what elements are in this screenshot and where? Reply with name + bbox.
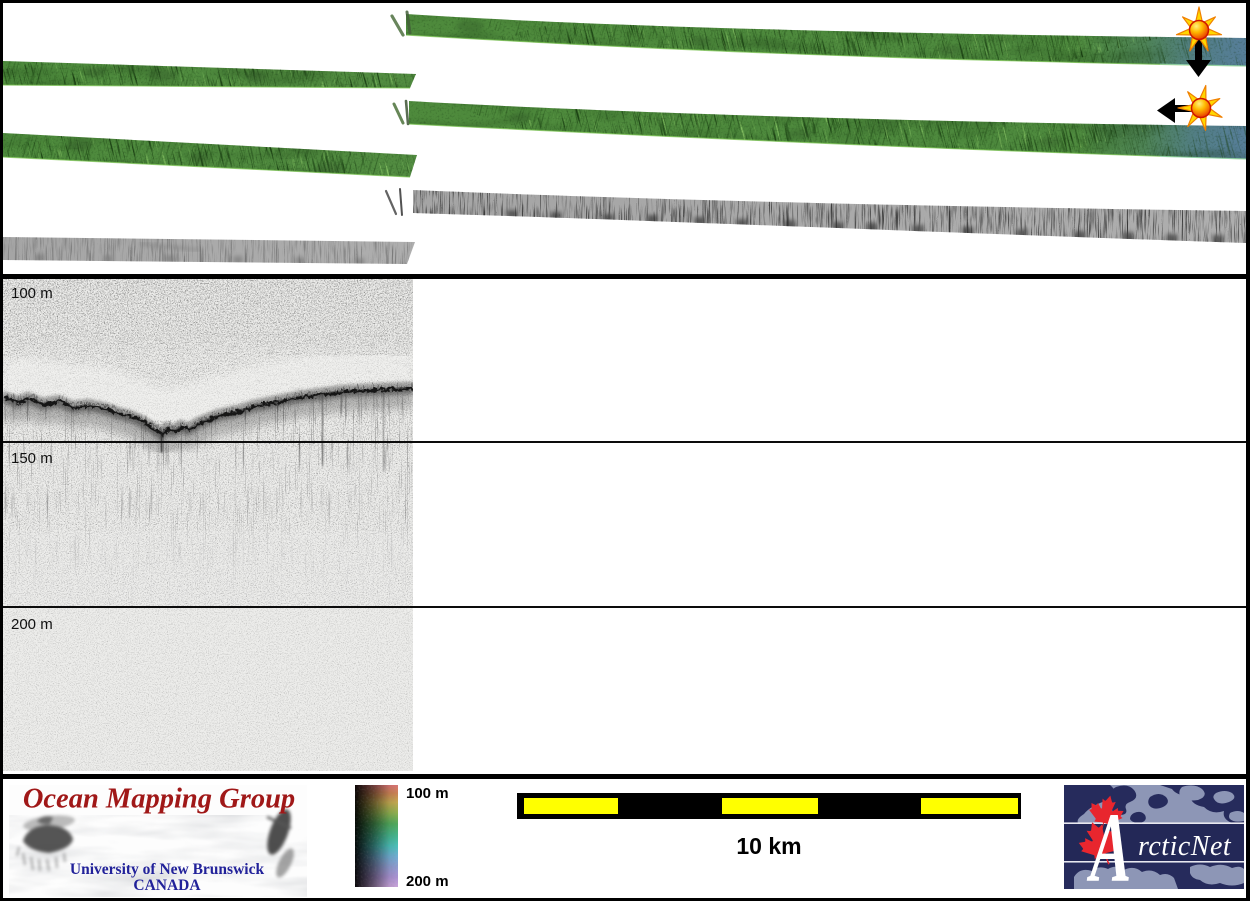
svg-text:CANADA: CANADA bbox=[133, 877, 201, 894]
svg-text:A: A bbox=[1086, 792, 1131, 889]
svg-text:University of New Brunswick: University of New Brunswick bbox=[70, 861, 265, 878]
svg-text:Ocean Mapping Group: Ocean Mapping Group bbox=[23, 785, 295, 815]
svg-text:rcticNet: rcticNet bbox=[1138, 831, 1232, 862]
